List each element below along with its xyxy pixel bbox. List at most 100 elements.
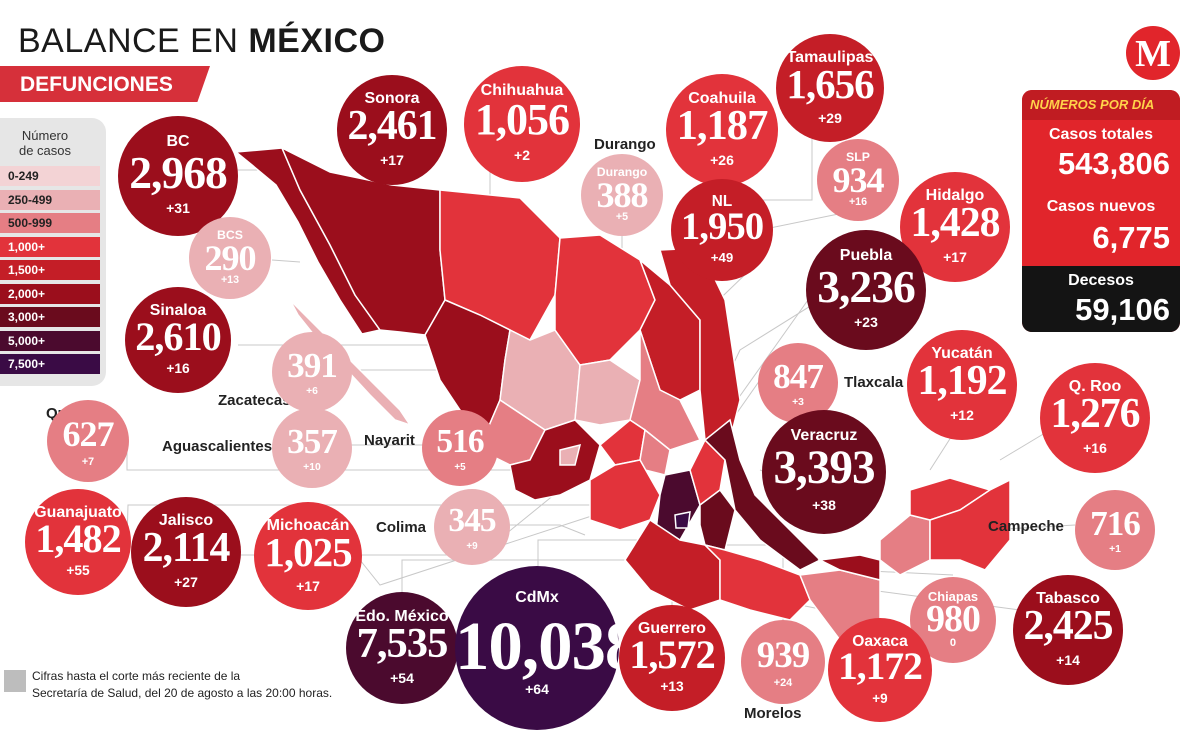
state-delta: +26 [710,152,734,169]
state-bubble-cdmx: CdMx 10,038 +64 [455,566,639,730]
state-value: 357 [287,422,338,461]
state-delta: +55 [66,563,90,579]
legend-item: 250-499 [0,189,100,210]
legend-item: 1,500+ [0,260,100,280]
state-value: 939 [756,633,810,675]
state-delta: +38 [812,496,836,513]
state-bubble-nl: NL 1,950 +49 [671,179,773,281]
label-morelos: Morelos [744,705,802,722]
state-value: 1,025 [264,529,352,576]
label-campeche: Campeche [988,518,1064,535]
state-bubble-jalisco: Jalisco 2,114 +27 [131,497,241,607]
new-cases-label: Casos nuevos [1046,198,1156,215]
label-durango: Durango [594,136,656,153]
legend-label: 1,500+ [8,263,46,277]
state-name: Yucatán [931,345,993,363]
state-delta: +12 [950,407,974,423]
state-name: Sonora [364,90,420,108]
state-bubble-oaxaca: Oaxaca 1,172 +9 [828,618,932,722]
state-value: 1,172 [838,644,923,689]
state-bubble-chiapas: Chiapas 980 0 [910,577,996,663]
state-name: Edo. México [355,607,449,625]
legend-item: 1,000+ [0,236,100,257]
state-delta: +29 [818,109,842,126]
brand-logo: M [1126,26,1180,80]
state-name: SLP [846,150,870,165]
state-value: 1,276 [1050,390,1140,437]
state-delta: +9 [872,690,888,706]
label-zacatecas: Zacatecas [218,392,291,409]
state-value: 716 [1090,504,1141,543]
legend: Número de casos 0-249 250-499 500-999 1,000… [0,118,106,386]
state-bubble-coahuila: Coahuila 1,187 +26 [666,74,778,186]
state-value: 1,482 [35,515,122,561]
state-name: BCS [217,228,243,243]
state-delta: +9 [466,540,478,552]
state-value: 1,187 [676,102,769,150]
registered-mark: ® [1164,32,1170,39]
state-bubble-hidalgo: Hidalgo 1,428 +17 [900,172,1010,282]
state-name: BC [166,132,190,150]
state-bubble-tabasco: Tabasco 2,425 +14 [1013,575,1123,685]
subtitle-text: DEFUNCIONES [20,73,173,96]
legend-item: 5,000+ [0,330,100,351]
legend-label: 5,000+ [8,333,46,348]
state-bubble-morelos: 939 +24 [741,620,825,704]
state-value: 345 [448,502,496,540]
state-value: 10,038 [455,607,639,684]
state-name: Q. Roo [1068,378,1122,396]
state-name: Hidalgo [925,187,985,205]
state-bubble-zacatecas: 391 +6 [272,332,352,412]
state-value: 3,393 [773,441,876,494]
total-cases-label: Casos totales [1048,126,1154,143]
state-delta: +16 [166,361,190,377]
deaths-box: Decesos 59,106 [1022,266,1180,332]
state-bubble-guerrero: Guerrero 1,572 +13 [619,605,725,711]
label-nayarit: Nayarit [364,432,415,449]
state-value: 3,236 [817,260,916,312]
state-name: Michoacán [266,517,350,535]
legend-label: 1,000+ [8,239,46,254]
state-delta: +13 [220,274,240,287]
state-bubble-tlaxcala: 847 +3 [758,343,838,423]
state-bubble-veracruz: Veracruz 3,393 +38 [762,410,886,534]
page-title: BALANCE EN MÉXICO [18,22,386,60]
state-bubble-edomex: Edo. México 7,535 +54 [346,592,458,704]
state-delta: +31 [166,200,190,216]
state-delta: 0 [949,637,957,650]
legend-swatch [0,354,100,374]
state-bubble-campeche: 716 +1 [1075,490,1155,570]
state-value: 290 [204,237,256,278]
state-bubble-chihuahua: Chihuahua 1,056 +2 [464,66,580,182]
legend-label: 0-249 [8,169,39,183]
state-name: Durango [596,165,648,180]
state-delta: +64 [525,680,549,697]
state-value: 2,461 [347,102,437,149]
state-name: Oaxaca [852,632,908,650]
state-bubble-aguascalientes: 357 +10 [272,408,352,488]
state-delta: +24 [773,677,793,690]
state-name: Coahuila [688,89,756,107]
state-name: Guanajuato [34,503,122,521]
legend-swatch [0,307,100,327]
state-delta: +14 [1056,652,1080,668]
legend-title: Número de casos [18,128,72,158]
state-value: 934 [832,159,884,200]
state-delta: +54 [390,670,414,687]
state-value: 1,656 [786,61,874,108]
state-delta: +2 [514,147,530,164]
label-aguascalientes: Aguascalientes [162,438,273,455]
state-value: 980 [926,598,981,641]
state-value: 516 [436,423,484,461]
state-delta: +6 [306,386,318,398]
state-value: 1,950 [680,204,764,248]
state-delta: +13 [660,679,684,695]
state-delta: +5 [615,211,629,224]
state-delta: +16 [848,196,868,209]
state-name: Chiapas [927,589,979,605]
state-bubble-sinaloa: Sinaloa 2,610 +16 [125,287,231,393]
state-delta: +17 [943,249,967,265]
state-bubble-colima: 345 +9 [434,489,510,565]
deaths-label: Decesos [1068,272,1134,289]
state-value: 2,425 [1023,602,1113,649]
